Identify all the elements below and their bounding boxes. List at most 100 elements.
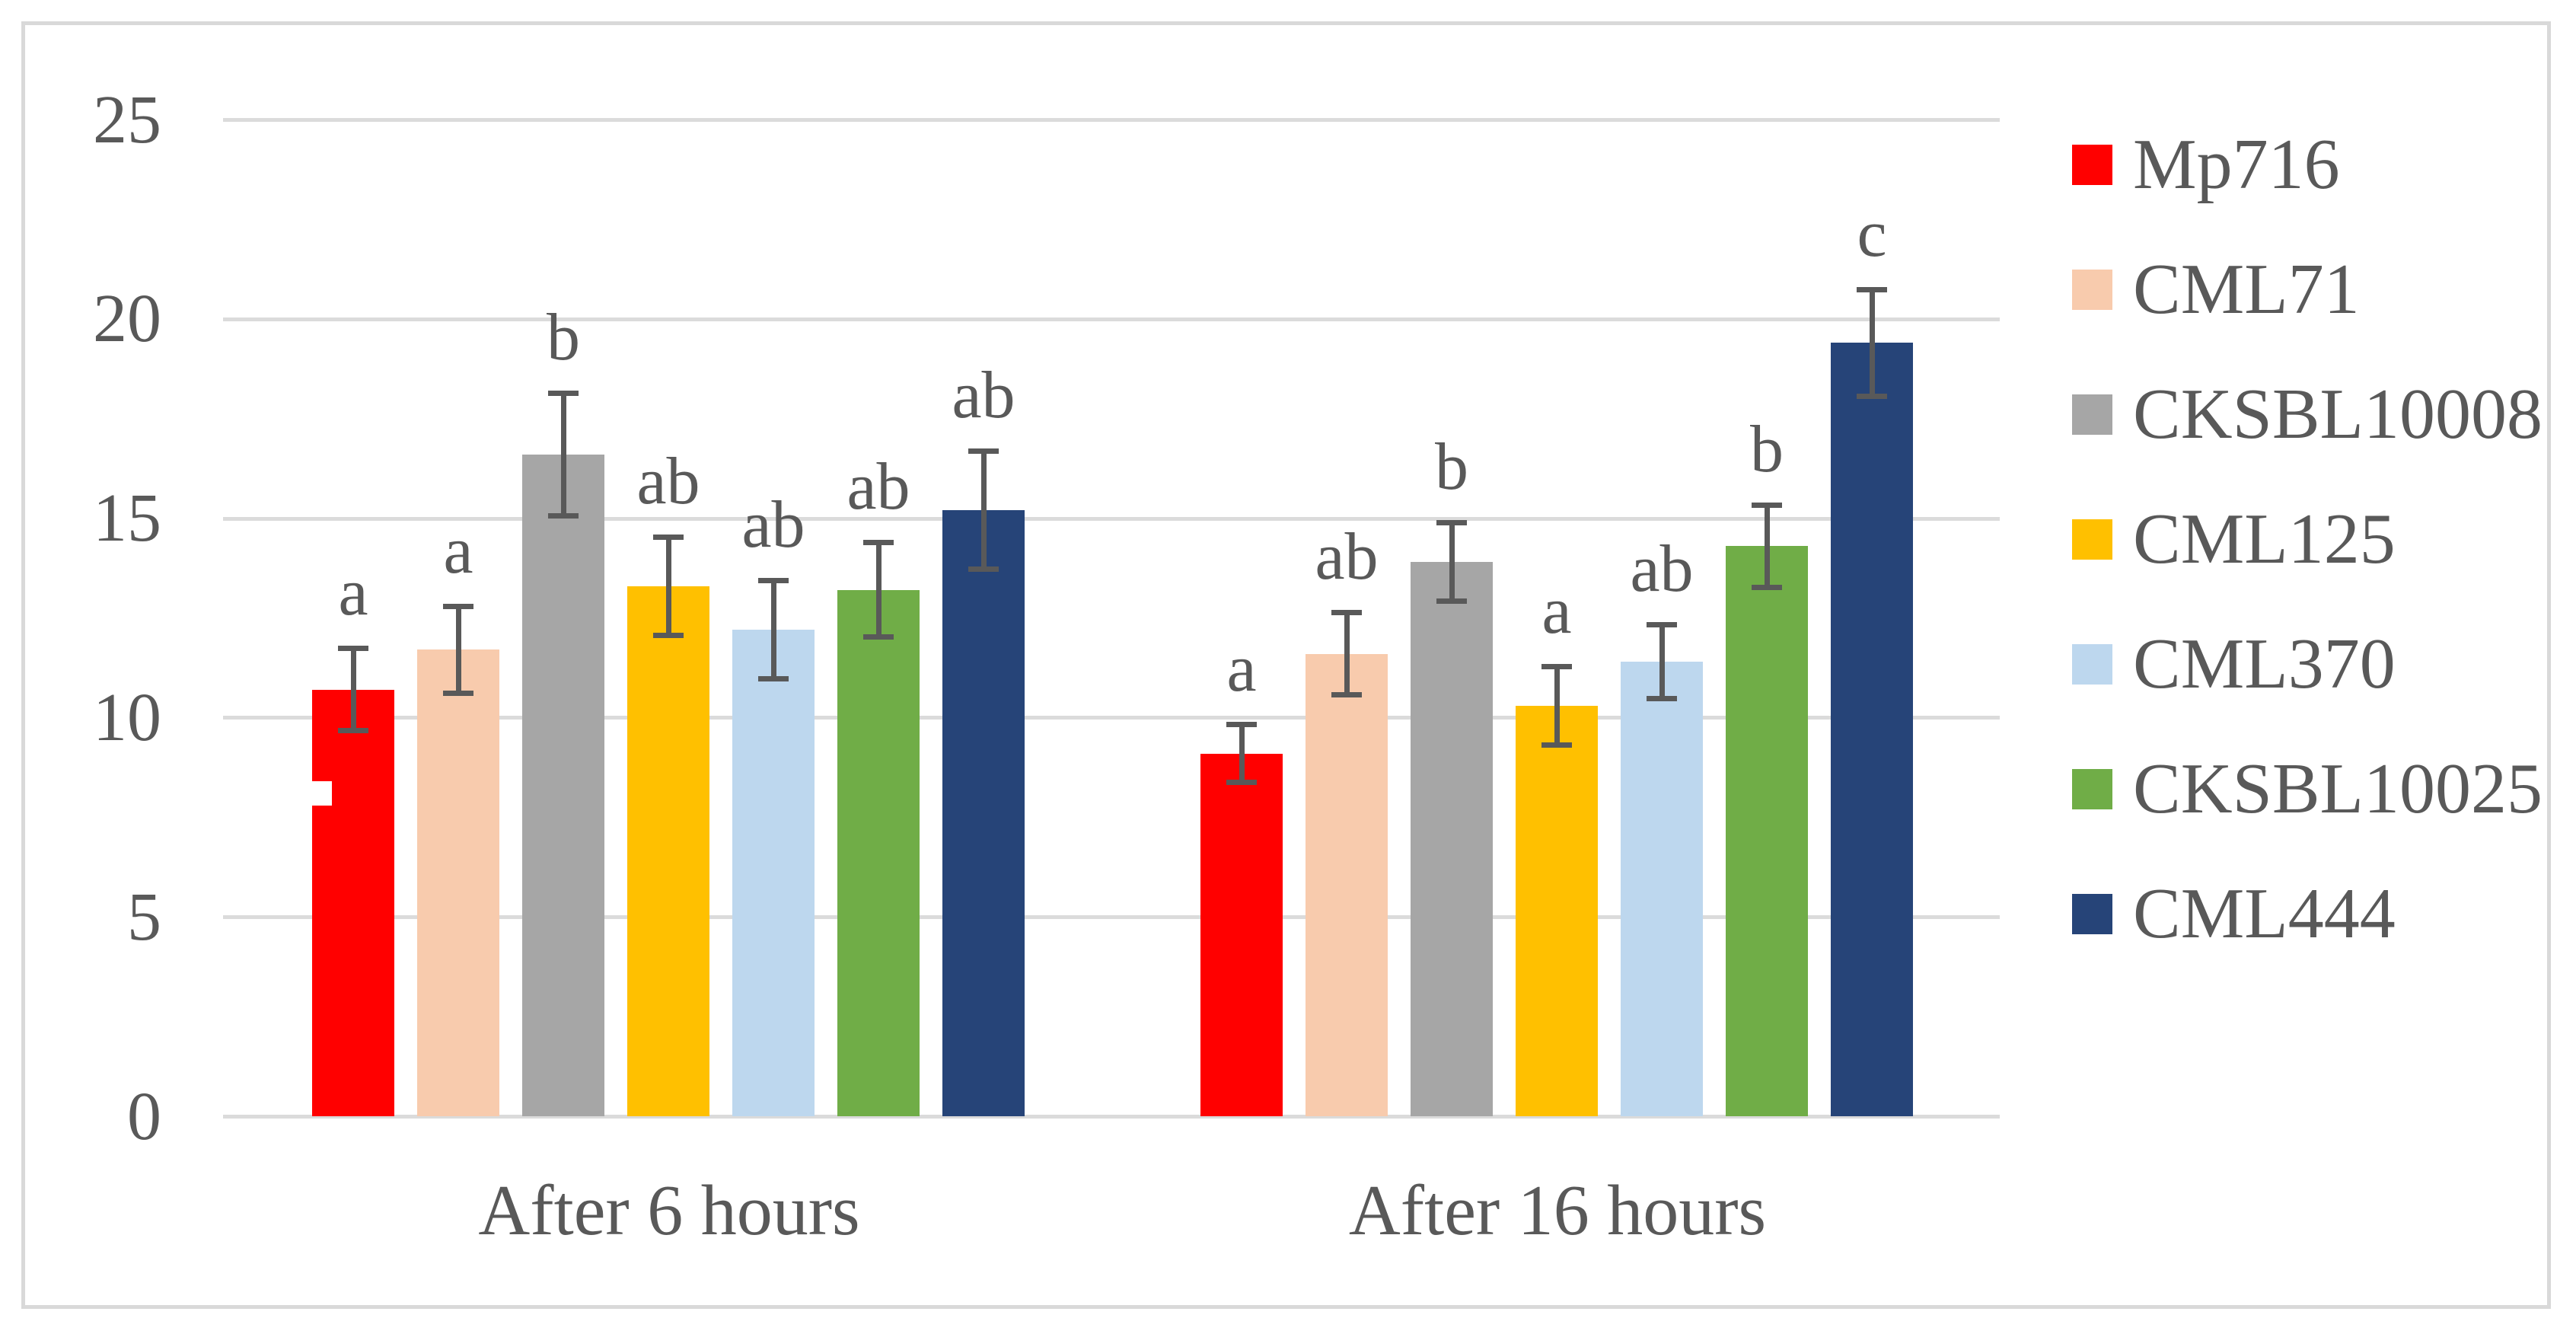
white-notch: [312, 781, 332, 806]
legend-label-CKSBL10008: CKSBL10008: [2133, 375, 2543, 454]
error-bar-cap-bottom: [1331, 692, 1362, 698]
legend-item-CKSBL10008: CKSBL10008: [2072, 369, 2543, 460]
error-bar-cap-top: [863, 540, 894, 546]
bar-CML444-group2: [1831, 343, 1913, 1116]
error-bar-CML71-group1: [455, 604, 461, 696]
gridline-y-25: [223, 118, 2000, 122]
bar-CML125-group2: [1516, 705, 1598, 1116]
significance-letter-CML370-group2: ab: [1630, 531, 1694, 606]
error-bar-CKSBL10008-group1: [560, 391, 566, 519]
bar-CKSBL10008-group2: [1411, 562, 1493, 1116]
significance-letter-CML125-group1: ab: [636, 444, 700, 519]
chart-frame: [21, 21, 2551, 1309]
bar-CML370-group2: [1621, 662, 1703, 1116]
error-bar-cap-bottom: [1857, 393, 1887, 399]
error-bar-cap-top: [968, 448, 999, 454]
error-bar-cap-bottom: [1647, 696, 1677, 702]
bar-CML370-group1: [732, 630, 815, 1116]
legend-swatch-CML71: [2072, 269, 2112, 310]
y-axis-tick-label-10: 10: [93, 679, 161, 755]
error-bar-CKSBL10025-group2: [1764, 502, 1770, 590]
x-axis-group-label-2: After 16 hours: [1348, 1171, 1767, 1250]
error-bar-cap-top: [1226, 721, 1257, 727]
error-bar-CKSBL10008-group2: [1449, 520, 1455, 605]
significance-letter-CKSBL10008-group2: b: [1435, 430, 1468, 505]
error-bar-cap-bottom: [548, 512, 579, 519]
legend-swatch-CKSBL10008: [2072, 394, 2112, 435]
error-bar-cap-top: [1331, 610, 1362, 616]
legend-item-CML370: CML370: [2072, 618, 2396, 710]
significance-letter-CML71-group1: a: [443, 514, 473, 589]
error-bar-CML370-group1: [770, 578, 776, 682]
bar-CML125-group1: [627, 586, 709, 1116]
error-bar-Mp716-group2: [1239, 721, 1245, 786]
error-bar-cap-top: [1857, 286, 1887, 292]
gridline-y-20: [223, 317, 2000, 321]
error-bar-CKSBL10025-group1: [875, 540, 882, 640]
significance-letter-CML444-group2: c: [1857, 196, 1887, 271]
significance-letter-CML370-group1: ab: [741, 488, 805, 563]
y-axis-tick-label-20: 20: [93, 281, 161, 357]
error-bar-CML444-group1: [980, 448, 987, 573]
significance-letter-CML125-group2: a: [1541, 573, 1572, 648]
bar-CKSBL10008-group1: [522, 454, 604, 1116]
error-bar-CML125-group1: [665, 534, 671, 638]
y-axis-tick-label-25: 25: [93, 81, 161, 158]
legend-swatch-CML444: [2072, 893, 2112, 934]
significance-letter-Mp716-group1: a: [338, 556, 368, 630]
error-bar-cap-top: [1752, 502, 1782, 508]
gridline-y-0: [223, 1115, 2000, 1119]
y-axis-tick-label-15: 15: [93, 480, 161, 557]
legend-item-CML125: CML125: [2072, 493, 2396, 585]
error-bar-cap-bottom: [443, 690, 473, 696]
error-bar-cap-bottom: [1541, 742, 1572, 748]
error-bar-cap-bottom: [1752, 584, 1782, 590]
legend-label-CML125: CML125: [2133, 499, 2396, 579]
error-bar-cap-bottom: [338, 728, 368, 734]
bar-CKSBL10025-group1: [837, 589, 920, 1116]
gridline-y-10: [223, 716, 2000, 720]
error-bar-CML444-group2: [1869, 286, 1875, 399]
legend-item-CML71: CML71: [2072, 244, 2360, 335]
bar-CML71-group2: [1306, 653, 1388, 1116]
error-bar-cap-top: [1541, 663, 1572, 669]
significance-letter-CML71-group2: ab: [1315, 520, 1379, 595]
legend-label-CML71: CML71: [2133, 250, 2360, 329]
error-bar-cap-top: [548, 391, 579, 397]
error-bar-cap-bottom: [758, 676, 789, 682]
bar-CML71-group1: [417, 649, 499, 1116]
error-bar-cap-bottom: [653, 632, 684, 638]
bar-CML444-group1: [942, 510, 1025, 1116]
bar-CKSBL10025-group2: [1726, 546, 1808, 1116]
legend-item-CML444: CML444: [2072, 868, 2396, 959]
legend-label-CKSBL10025: CKSBL10025: [2133, 749, 2543, 828]
significance-letter-CKSBL10025-group2: b: [1750, 412, 1784, 487]
error-bar-cap-top: [1436, 520, 1467, 526]
gridline-y-5: [223, 915, 2000, 920]
error-bar-cap-top: [443, 604, 473, 610]
error-bar-cap-top: [653, 534, 684, 540]
legend-swatch-CML370: [2072, 643, 2112, 685]
legend-item-Mp716: Mp716: [2072, 119, 2340, 210]
bar-Mp716-group1: [312, 689, 394, 1116]
legend-label-CML370: CML370: [2133, 624, 2396, 704]
y-axis-tick-label-0: 0: [127, 1078, 161, 1154]
significance-letter-CKSBL10025-group1: ab: [846, 450, 910, 525]
legend-label-CML444: CML444: [2133, 874, 2396, 953]
legend-swatch-Mp716: [2072, 144, 2112, 185]
error-bar-CML71-group2: [1344, 610, 1350, 698]
error-bar-CML125-group2: [1554, 663, 1560, 748]
significance-letter-CKSBL10008-group1: b: [547, 301, 580, 375]
error-bar-cap-bottom: [1436, 598, 1467, 605]
error-bar-CML370-group2: [1659, 621, 1665, 702]
error-bar-cap-bottom: [863, 634, 894, 640]
bar-Mp716-group2: [1200, 753, 1283, 1116]
legend-swatch-CML125: [2072, 519, 2112, 560]
legend-swatch-CKSBL10025: [2072, 768, 2112, 809]
significance-letter-Mp716-group2: a: [1226, 631, 1257, 706]
error-bar-cap-top: [338, 646, 368, 652]
error-bar-cap-top: [758, 578, 789, 584]
x-axis-group-label-1: After 6 hours: [478, 1171, 860, 1250]
error-bar-cap-top: [1647, 621, 1677, 627]
